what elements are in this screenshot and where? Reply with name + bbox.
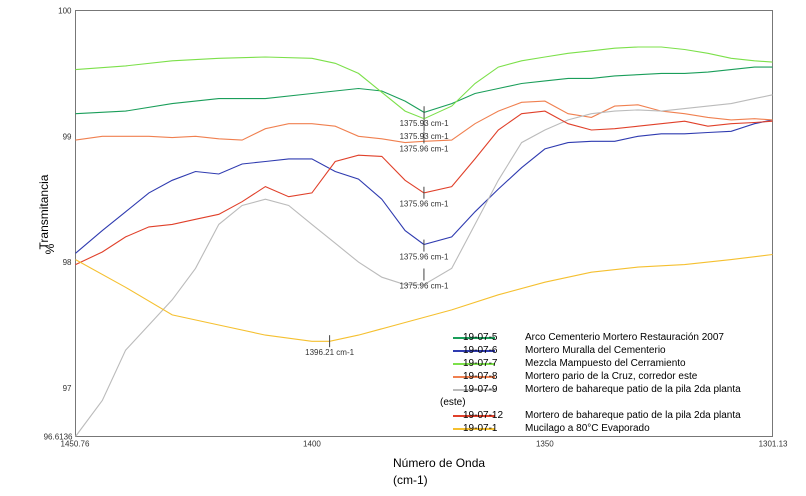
series-line-19-07-5 xyxy=(75,66,773,115)
peak-annotation: 1375.96 cm-1 xyxy=(399,253,448,262)
y-tick-label: 100 xyxy=(58,7,72,16)
legend-code: 19-07-7 xyxy=(463,358,498,369)
x-axis-label: Número de Onda xyxy=(393,456,486,470)
y-axis-unit: % xyxy=(43,243,57,255)
legend-code: 19-07-5 xyxy=(463,332,498,343)
legend-code: 19-07-9 xyxy=(463,384,498,395)
legend-label: Mortero pario de la Cruz, corredor este xyxy=(525,371,698,382)
legend-item: 19-07-6 Mortero Muralla del Cementerio xyxy=(440,344,806,357)
legend-item: 19-07-8 Mortero pario de la Cruz, corredo… xyxy=(440,370,806,383)
legend-item: 19-07-12 Mortero de bahareque patio de la… xyxy=(440,409,806,422)
x-tick-label: 1301.13 xyxy=(759,440,788,449)
legend-swatch xyxy=(453,337,495,339)
peak-annotation: 1375.96 cm-1 xyxy=(399,144,448,153)
x-axis-unit: (cm-1) xyxy=(393,473,428,487)
legend-swatch xyxy=(453,350,495,352)
legend-swatch xyxy=(453,376,495,378)
legend-label: Mortero de bahareque patio de la pila 2d… xyxy=(525,410,741,421)
legend-label: Mucilago a 80°C Evaporado xyxy=(525,423,650,434)
legend-swatch xyxy=(453,389,495,391)
peak-annotation: 1396.21 cm-1 xyxy=(305,348,354,357)
chart-legend: 19-07-5 Arco Cementerio Mortero Restaurac… xyxy=(440,331,806,435)
legend-code: 19-07-6 xyxy=(463,345,498,356)
y-tick-label: 98 xyxy=(63,258,72,267)
legend-swatch xyxy=(453,363,495,365)
legend-item: 19-07-5 Arco Cementerio Mortero Restaurac… xyxy=(440,331,806,344)
y-tick-label: 96.6136 xyxy=(44,433,73,442)
legend-label-continuation: (este) xyxy=(440,397,466,408)
legend-item: 19-07-9 Mortero de bahareque patio de la … xyxy=(440,383,806,396)
series-line-19-07-1 xyxy=(75,253,773,342)
legend-label: Mortero Muralla del Cementerio xyxy=(525,345,666,356)
y-tick-label: 99 xyxy=(63,132,72,141)
legend-code: 19-07-8 xyxy=(463,371,498,382)
legend-swatch xyxy=(453,415,495,417)
series-line-19-07-7 xyxy=(75,46,773,120)
legend-item: 19-07-7 Mezcla Mampuesto del Cerramiento xyxy=(440,357,806,370)
x-tick-label: 1350 xyxy=(536,440,554,449)
legend-swatch xyxy=(453,428,495,430)
legend-label: Mortero de bahareque patio de la pila 2d… xyxy=(525,384,741,395)
peak-annotation: 1375.96 cm-1 xyxy=(399,200,448,209)
x-tick-label: 1400 xyxy=(303,440,321,449)
y-axis-title-block: Transmitancia % xyxy=(24,150,57,270)
legend-code: 19-07-1 xyxy=(463,423,498,434)
y-tick-label: 97 xyxy=(63,384,72,393)
legend-code: 19-07-12 xyxy=(463,410,504,421)
x-tick-label: 1450.76 xyxy=(61,440,90,449)
legend-label: Arco Cementerio Mortero Restauración 200… xyxy=(525,332,724,343)
legend-label: Mezcla Mampuesto del Cerramiento xyxy=(525,358,686,369)
legend-item: 19-07-1 Mucilago a 80°C Evaporado xyxy=(440,422,806,435)
peak-annotation: 1375.96 cm-1 xyxy=(399,282,448,291)
plot-frame xyxy=(75,10,773,437)
series-line-19-07-9 xyxy=(75,94,773,437)
